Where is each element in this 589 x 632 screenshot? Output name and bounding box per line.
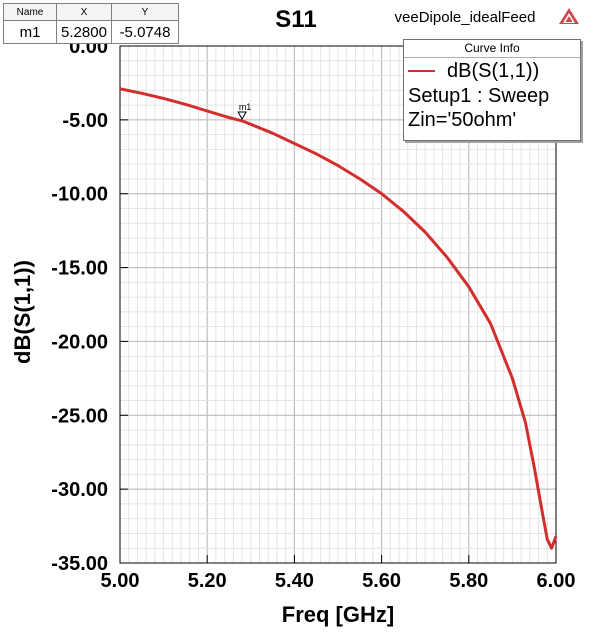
- grid-lines: [119, 45, 557, 564]
- marker-table-header-x: X: [56, 3, 112, 21]
- marker-x-cell: 5.2800: [56, 20, 112, 44]
- chart-title: S11: [275, 6, 316, 33]
- legend-swatch: [408, 70, 435, 72]
- plot-frame: [119, 45, 557, 564]
- marker-y-cell: -5.0748: [111, 20, 179, 44]
- marker-triangle-icon[interactable]: [237, 111, 247, 120]
- marker-name-cell: m1: [3, 20, 57, 44]
- marker-table-header-name: Name: [3, 3, 57, 21]
- y-tick-label: -20.00: [51, 331, 108, 353]
- legend-zin-text: Zin='50ohm': [408, 109, 517, 131]
- curve-info-title: Curve Info: [404, 40, 580, 58]
- legend-setup-text: Setup1 : Sweep: [408, 85, 550, 107]
- x-tick-label: 5.40: [275, 570, 314, 592]
- marker-table-header: Name X Y: [3, 3, 179, 21]
- y-axis-ticks: 0.00-5.00-10.00-15.00-20.00-25.00-30.00-…: [51, 36, 128, 575]
- design-name: veeDipole_idealFeed: [395, 9, 536, 26]
- y-tick-label: -10.00: [51, 184, 108, 206]
- y-tick-label: -5.00: [62, 110, 108, 132]
- marker-layer[interactable]: m1: [237, 102, 252, 120]
- y-tick-label: -15.00: [51, 258, 108, 280]
- x-axis-ticks: 5.00 5.20 5.40 5.60 5.80 6.00: [101, 555, 576, 592]
- x-axis-label: Freq [GHz]: [282, 602, 394, 627]
- marker-table-row[interactable]: m1 5.2800 -5.0748: [3, 20, 179, 44]
- marker-table-header-y: Y: [111, 3, 179, 21]
- y-axis-label: dB(S(1,1)): [10, 260, 35, 364]
- x-tick-label: 5.20: [188, 570, 227, 592]
- marker-label: m1: [239, 102, 252, 112]
- series-line-dbs11: [119, 87, 558, 550]
- y-tick-label: -30.00: [51, 479, 108, 501]
- x-tick-label: 5.00: [101, 570, 140, 592]
- legend-entry-dbs11[interactable]: dB(S(1,1)): [404, 58, 580, 84]
- curve-info-legend[interactable]: Curve Info dB(S(1,1)) Setup1 : Sweep Zin…: [403, 39, 581, 141]
- marker-table[interactable]: Name X Y m1 5.2800 -5.0748: [3, 3, 179, 44]
- x-tick-label: 5.80: [449, 570, 488, 592]
- ansys-logo-icon: [559, 8, 579, 24]
- y-tick-label: -35.00: [51, 553, 108, 575]
- x-tick-label: 5.60: [362, 570, 401, 592]
- x-tick-label: 6.00: [537, 570, 576, 592]
- y-tick-label: -25.00: [51, 405, 108, 427]
- legend-series-name: dB(S(1,1)): [447, 59, 540, 82]
